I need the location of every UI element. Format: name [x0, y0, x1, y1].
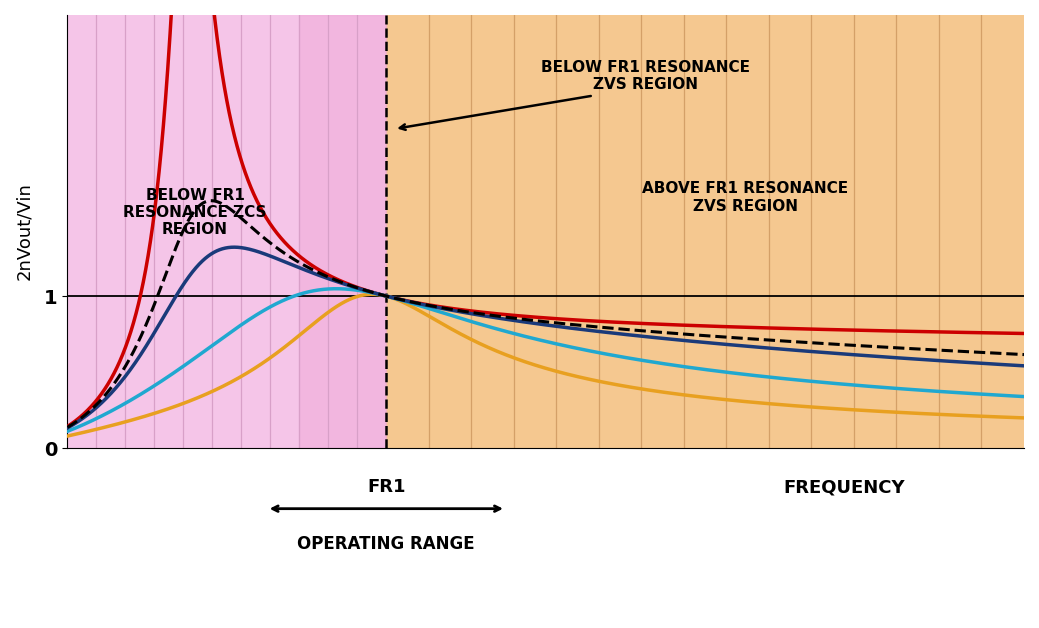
Y-axis label: 2nVout/Vin: 2nVout/Vin [15, 183, 33, 281]
Bar [387, 15, 1024, 448]
Bar [68, 15, 387, 448]
Text: ABOVE FR1 RESONANCE
ZVS REGION: ABOVE FR1 RESONANCE ZVS REGION [642, 181, 848, 214]
Text: FREQUENCY: FREQUENCY [783, 479, 905, 496]
Text: BELOW FR1
RESONANCE ZCS
REGION: BELOW FR1 RESONANCE ZCS REGION [124, 188, 267, 237]
Text: OPERATING RANGE: OPERATING RANGE [297, 534, 475, 553]
Bar [298, 15, 387, 448]
Text: FR1: FR1 [367, 479, 405, 496]
Text: BELOW FR1 RESONANCE
ZVS REGION: BELOW FR1 RESONANCE ZVS REGION [541, 60, 750, 92]
